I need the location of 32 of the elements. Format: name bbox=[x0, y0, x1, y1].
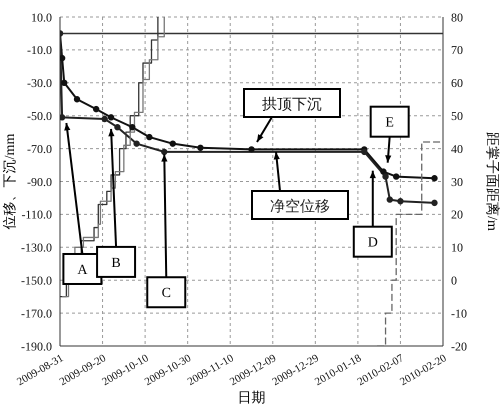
y-tick-label: -130.0 bbox=[21, 240, 52, 255]
annotation: A bbox=[77, 262, 88, 278]
y2-tick-label: 80 bbox=[451, 10, 463, 24]
y2-tick-label: 20 bbox=[451, 208, 463, 222]
y-tick-label: -150.0 bbox=[21, 273, 52, 288]
x-axis-title: 日期 bbox=[238, 390, 266, 406]
y-tick-label: -170.0 bbox=[21, 306, 52, 320]
annotation: E bbox=[385, 116, 394, 131]
y-tick-label: -90.0 bbox=[27, 174, 52, 189]
y2-tick-label: 60 bbox=[451, 76, 463, 90]
y2-tick-label: 50 bbox=[451, 108, 463, 123]
y-tick-label: -30.0 bbox=[27, 76, 52, 90]
y-tick-label: -190.0 bbox=[21, 339, 52, 354]
y2-tick-label: 30 bbox=[451, 174, 463, 189]
annotation: D bbox=[368, 236, 378, 251]
y-axis-title: 位移、下沉/mm bbox=[2, 134, 18, 230]
text: 拱顶下沉 bbox=[262, 96, 322, 113]
y2-axis-title: 距掌子面距离/m bbox=[484, 132, 500, 231]
y-tick-label: -70.0 bbox=[27, 142, 52, 156]
y2-tick-label: -20 bbox=[451, 339, 467, 354]
y2-tick-label: 0 bbox=[451, 273, 457, 288]
y2-tick-label: 10 bbox=[451, 240, 463, 255]
annotation: C bbox=[162, 286, 171, 302]
y-tick-label: -110.0 bbox=[21, 208, 52, 222]
y2-tick-label: 40 bbox=[451, 142, 463, 156]
y-tick-label: -10.0 bbox=[27, 43, 52, 58]
annotation: B bbox=[111, 256, 121, 271]
text: 净空位移 bbox=[270, 198, 330, 215]
y2-tick-label: -10 bbox=[451, 306, 467, 320]
y2-tick-label: 70 bbox=[451, 43, 463, 58]
y-tick-label: -50.0 bbox=[27, 108, 52, 123]
y-tick-label: 10.0 bbox=[31, 10, 52, 24]
